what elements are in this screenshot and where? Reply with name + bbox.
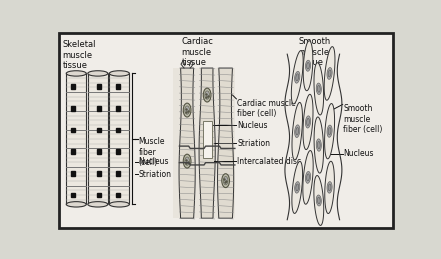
Polygon shape (306, 62, 310, 69)
Polygon shape (316, 195, 321, 206)
Polygon shape (179, 68, 195, 218)
Polygon shape (314, 63, 324, 115)
Polygon shape (318, 85, 320, 92)
Polygon shape (325, 161, 334, 213)
Polygon shape (324, 47, 335, 100)
Ellipse shape (88, 71, 108, 76)
Bar (97, 193, 101, 197)
Text: Cardiac muscle
fiber (cell): Cardiac muscle fiber (cell) (237, 99, 296, 118)
Bar (97, 106, 101, 111)
Bar (71, 84, 75, 89)
Polygon shape (327, 125, 332, 137)
Polygon shape (306, 171, 310, 183)
Polygon shape (292, 161, 303, 213)
Bar (173, 68, 235, 218)
Polygon shape (303, 41, 313, 91)
Ellipse shape (203, 88, 211, 102)
Bar (71, 128, 75, 132)
Polygon shape (316, 83, 321, 95)
Bar (97, 128, 101, 132)
Ellipse shape (223, 176, 228, 185)
Text: Striation: Striation (237, 139, 270, 148)
Polygon shape (217, 68, 234, 218)
Bar (116, 84, 120, 89)
Bar (116, 149, 120, 154)
Ellipse shape (183, 103, 191, 117)
Polygon shape (295, 182, 300, 193)
Bar (88, 74, 108, 204)
Polygon shape (303, 150, 313, 204)
Bar (71, 193, 75, 197)
Polygon shape (295, 125, 300, 138)
Polygon shape (306, 118, 310, 126)
Polygon shape (295, 71, 300, 83)
Ellipse shape (66, 202, 86, 207)
Polygon shape (325, 104, 335, 159)
Text: Skeletal
muscle
tissue: Skeletal muscle tissue (62, 40, 96, 70)
Bar (97, 171, 101, 176)
Bar (116, 171, 120, 176)
Polygon shape (318, 197, 320, 204)
Bar (71, 149, 75, 154)
Polygon shape (199, 68, 215, 218)
Text: Smooth
muscle
tissue: Smooth muscle tissue (299, 37, 331, 67)
Ellipse shape (183, 154, 191, 168)
Bar (202, 121, 212, 158)
Polygon shape (303, 94, 313, 150)
Polygon shape (318, 141, 320, 149)
Polygon shape (314, 176, 324, 225)
Polygon shape (328, 70, 331, 77)
Bar (116, 106, 120, 111)
Polygon shape (328, 128, 331, 135)
Polygon shape (306, 116, 310, 128)
Polygon shape (306, 174, 310, 181)
Ellipse shape (109, 71, 129, 76)
Text: Striation: Striation (138, 170, 172, 179)
Text: Smooth
muscle
fiber (cell): Smooth muscle fiber (cell) (344, 104, 383, 134)
FancyBboxPatch shape (59, 33, 393, 228)
Ellipse shape (185, 106, 190, 114)
Ellipse shape (205, 91, 209, 99)
Text: Muscle
fiber
(cell): Muscle fiber (cell) (138, 137, 165, 167)
Polygon shape (292, 102, 303, 160)
Bar (97, 149, 101, 154)
Polygon shape (314, 117, 324, 173)
Bar (66, 74, 86, 204)
Bar (71, 106, 75, 111)
Polygon shape (296, 184, 299, 191)
Text: Nucleus: Nucleus (344, 149, 374, 158)
Polygon shape (296, 127, 299, 135)
Polygon shape (327, 182, 332, 193)
Polygon shape (306, 60, 310, 71)
Bar (116, 193, 120, 197)
Ellipse shape (222, 174, 229, 188)
Ellipse shape (109, 202, 129, 207)
Text: Cardiac
muscle
tissue: Cardiac muscle tissue (182, 37, 213, 67)
Ellipse shape (66, 71, 86, 76)
Polygon shape (296, 74, 299, 81)
Bar (71, 171, 75, 176)
Bar (116, 128, 120, 132)
Bar (97, 84, 101, 89)
Text: Nucleus: Nucleus (138, 157, 169, 167)
Text: Intercalated disc: Intercalated disc (237, 157, 301, 166)
Ellipse shape (185, 157, 190, 165)
Polygon shape (316, 139, 321, 151)
Polygon shape (328, 184, 331, 191)
Ellipse shape (88, 202, 108, 207)
Bar (109, 74, 129, 204)
Polygon shape (292, 51, 303, 104)
Polygon shape (327, 68, 332, 79)
Text: Nucleus: Nucleus (237, 121, 268, 130)
